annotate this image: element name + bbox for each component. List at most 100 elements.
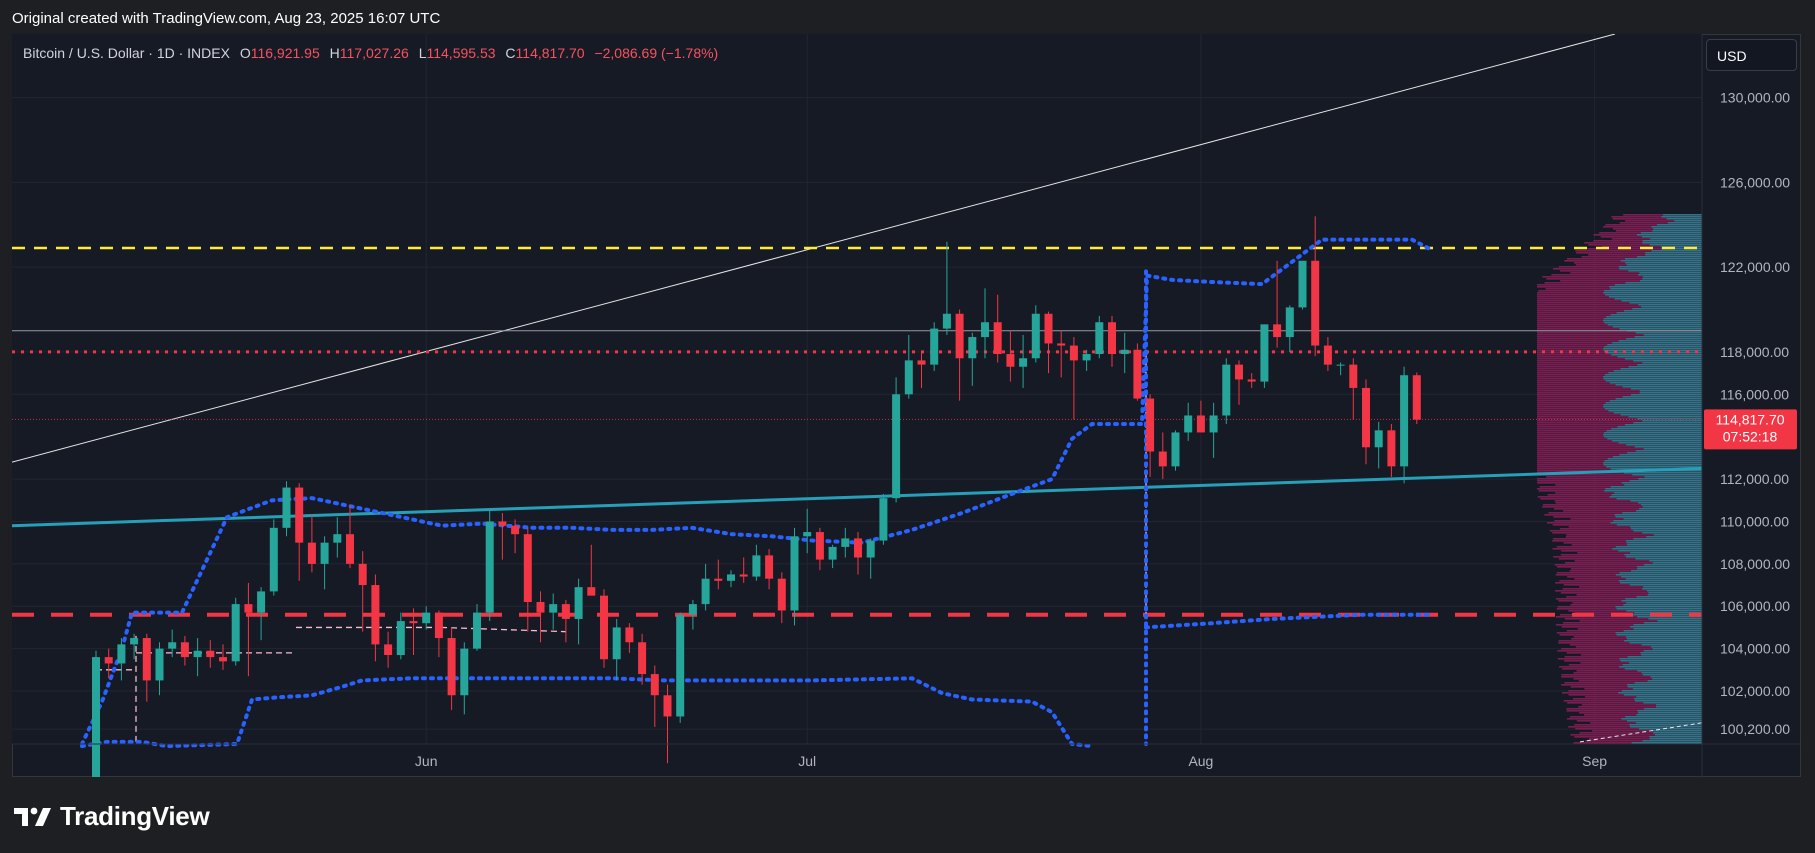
volume-profile-bar [1537,446,1702,448]
volume-profile-bar [1574,736,1702,738]
candle [1387,423,1396,477]
volume-profile-bar [1611,216,1702,218]
volume-profile-bar [1624,554,1702,556]
volume-profile-bar [1633,628,1702,630]
volume-profile-bar [1618,266,1702,268]
volume-profile-bar [1619,222,1702,224]
candle [1120,332,1129,374]
volume-profile-bar [1643,702,1702,704]
candle [1209,402,1218,458]
candle [396,612,405,660]
price-tag-price: 114,817.70 [1715,411,1784,427]
volume-profile-bar [1563,510,1702,512]
volume-profile-bar [1588,254,1702,256]
volume-profile-bar [1640,232,1702,234]
candle [485,510,494,622]
volume-profile-bar [1630,726,1702,728]
volume-profile-bar [1632,474,1702,476]
volume-profile-bar [1537,366,1702,368]
volume-profile-bar [1563,622,1702,624]
candle-body [600,595,608,660]
volume-profile-bar [1651,226,1702,228]
volume-profile-bar [1537,474,1702,476]
candle-body [981,322,989,338]
candle-body [231,604,240,662]
volume-profile-bar [1537,422,1702,424]
candle-body [879,498,888,541]
price-chart[interactable]: 100,200.00 102,000.00 104,000.00 106,000.00… [12,34,1801,777]
legend-symbol[interactable]: Bitcoin / U.S. Dollar · 1D · INDEX [23,45,230,61]
candle [180,635,189,666]
volume-profile-bar [1565,562,1702,564]
volume-profile-bar [1615,398,1702,400]
candle [142,633,151,702]
volume-profile-bar [1555,616,1702,618]
volume-profile-bar [1561,674,1702,676]
candle-body [1006,354,1015,367]
volume-profile-bar [1666,218,1702,220]
candle [1222,358,1231,424]
volume-profile-bar [1640,504,1702,506]
y-tick-label: 104,000.00 [1720,641,1790,657]
volume-profile-bar [1605,402,1702,404]
volume-profile-bar [1616,524,1702,526]
volume-profile-bar [1619,454,1702,456]
volume-profile-bar [1656,224,1702,226]
candle [1006,330,1015,382]
volume-profile-bar [1641,306,1702,308]
volume-profile-bar [1653,228,1702,230]
candle-body [1412,375,1421,420]
candle [346,504,354,569]
volume-profile-bar [1566,710,1702,712]
volume-profile-bar [1537,448,1702,450]
candle [193,638,202,677]
volume-profile-bar [1578,680,1702,682]
volume-profile-bar [1619,328,1702,330]
tradingview-brand[interactable]: TradingView [14,801,210,832]
volume-profile-bar [1656,704,1702,706]
candle [168,629,177,658]
volume-profile-bar [1642,242,1702,244]
volume-profile-bar [1652,730,1702,732]
y-tick-label: 100,200.00 [1720,721,1790,737]
candle-body [384,644,393,655]
volume-profile-bar [1557,650,1702,652]
candle-body [1285,307,1294,338]
candle-body [942,313,951,329]
y-tick-label: 118,000.00 [1720,344,1789,360]
tradingview-wordmark: TradingView [60,801,210,831]
volume-profile-bar [1652,230,1702,232]
volume-profile-bar [1617,426,1702,428]
candle [904,334,913,399]
volume-profile-bar [1560,592,1702,594]
volume-profile-bar [1554,508,1702,510]
volume-profile-bar [1604,290,1702,292]
volume-profile-bar [1604,460,1702,462]
candle [625,623,634,653]
volume-profile-bar [1615,546,1702,548]
volume-profile-bar [1639,272,1702,274]
candle [688,599,697,630]
volume-profile-bar [1633,422,1702,424]
volume-profile-bar [1639,392,1702,394]
volume-profile-bar [1661,246,1702,248]
candle [739,557,748,583]
volume-profile-bar [1602,246,1702,248]
candle-body [485,521,494,613]
y-tick-label: 122,000.00 [1720,259,1790,275]
volume-profile-bar [1604,322,1702,324]
volume-profile-bar [1628,366,1702,368]
volume-profile-bar [1642,240,1702,242]
currency-selector[interactable]: USD [1706,39,1797,71]
volume-profile-bar [1646,590,1702,592]
candle [752,544,761,581]
candle-body [1374,430,1383,448]
candle [1311,216,1320,357]
volume-profile-bar [1565,536,1702,538]
volume-profile-bar [1642,674,1702,676]
volume-profile-bar [1537,302,1702,304]
price-tag-box [1704,409,1797,450]
candle [231,597,240,666]
volume-profile-bar [1610,522,1702,524]
volume-profile-bar [1649,560,1702,562]
